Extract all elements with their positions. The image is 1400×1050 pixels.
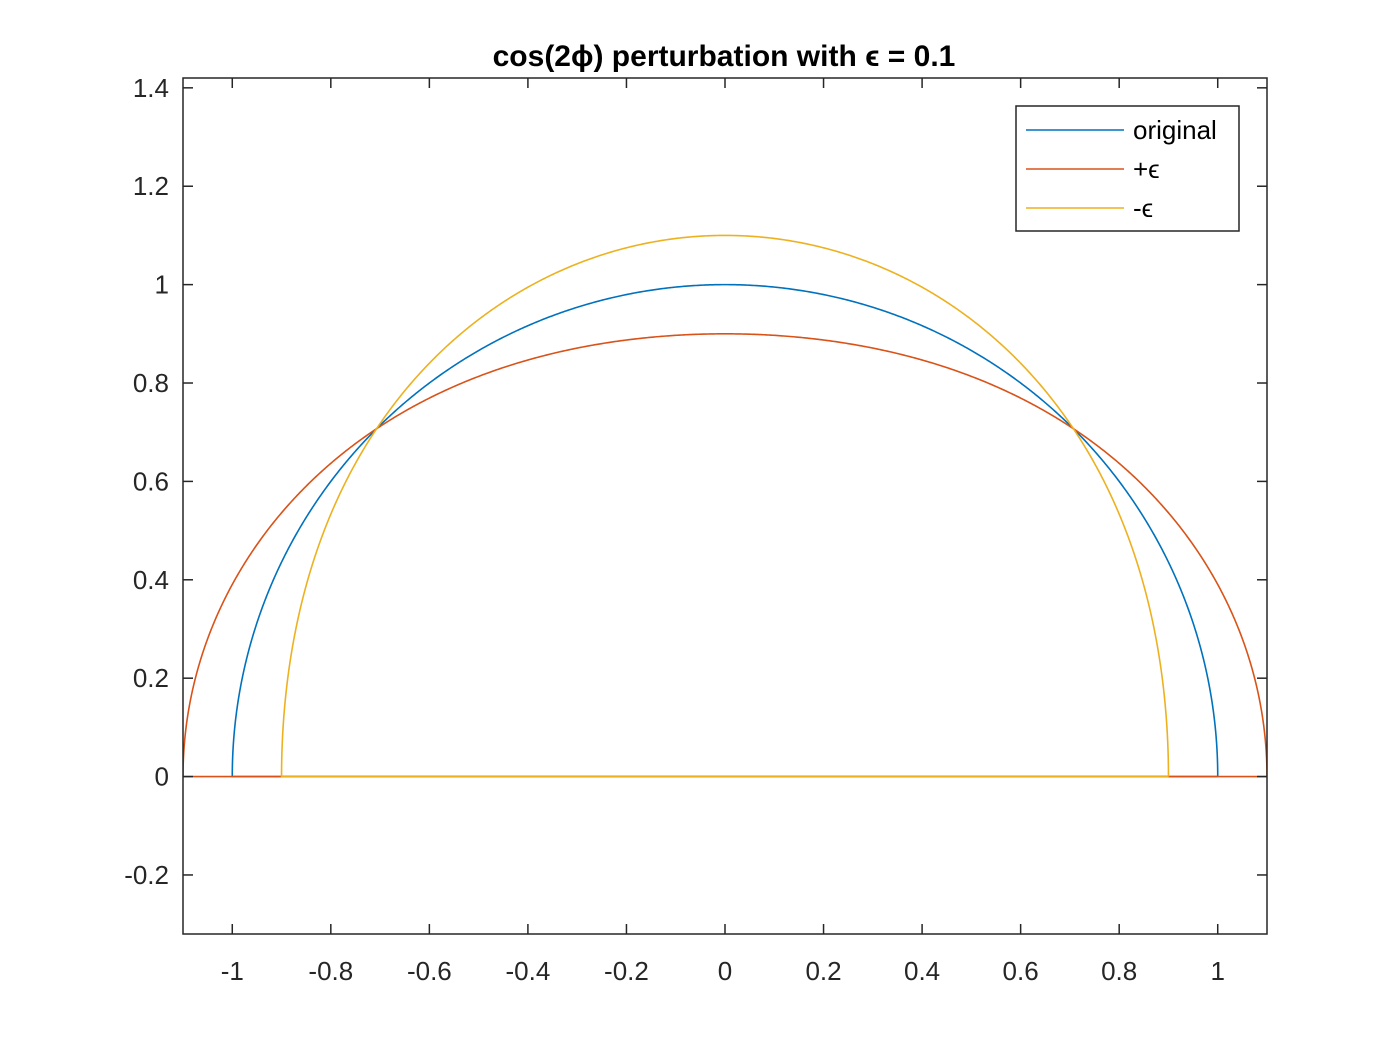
- legend-label-2: +ϵ: [1133, 154, 1160, 184]
- x-tick-label: -1: [221, 956, 244, 986]
- x-tick-label: 0: [718, 956, 732, 986]
- y-tick-label: 1.4: [133, 73, 169, 103]
- x-tick-label: -0.4: [506, 956, 551, 986]
- x-tick-label: 0.8: [1101, 956, 1137, 986]
- ticks-layer: -1 -0.8 -0.6 -0.4 -0.2 0 0.2 0.4 0.6 0.8 1 -0.2 0 0.2…: [124, 73, 1267, 986]
- series-line-2: [183, 333, 1267, 778]
- legend-label-3: -ϵ: [1133, 193, 1153, 223]
- x-tick-label: 1: [1210, 956, 1224, 986]
- y-tick-label: 0.8: [133, 368, 169, 398]
- legend-label-1: original: [1133, 115, 1217, 145]
- legend: original +ϵ -ϵ: [1015, 105, 1240, 232]
- y-tick-label: 0.4: [133, 565, 169, 595]
- series-line-1: [231, 283, 1219, 778]
- y-tick-label: 0: [155, 762, 169, 792]
- x-tick-label: 0.4: [904, 956, 940, 986]
- y-tick-label: 1: [155, 270, 169, 300]
- series-line-3: [280, 234, 1170, 778]
- x-tick-label: 0.6: [1003, 956, 1039, 986]
- curves-layer: [183, 234, 1267, 778]
- y-tick-label: 0.6: [133, 466, 169, 496]
- x-tick-label: -0.8: [308, 956, 353, 986]
- y-tick-label: -0.2: [124, 860, 169, 890]
- x-tick-label: -0.6: [407, 956, 452, 986]
- x-tick-label: 0.2: [805, 956, 841, 986]
- y-tick-label: 1.2: [133, 171, 169, 201]
- y-tick-label: 0.2: [133, 663, 169, 693]
- x-tick-label: -0.2: [604, 956, 649, 986]
- chart-title: cos(2ϕ) perturbation with ϵ = 0.1: [493, 40, 956, 73]
